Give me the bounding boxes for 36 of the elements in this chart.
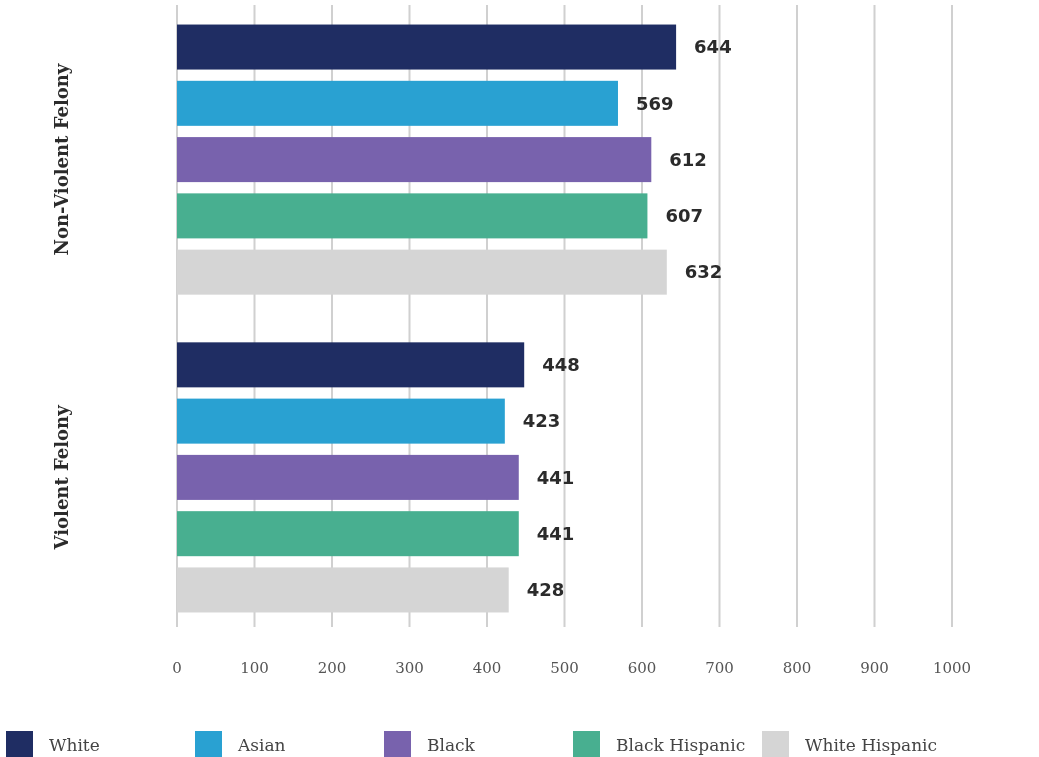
legend-label: White Hispanic bbox=[805, 734, 938, 755]
bar bbox=[177, 137, 652, 183]
legend-label: Asian bbox=[237, 734, 286, 755]
bar bbox=[177, 511, 519, 557]
x-tick-label: 900 bbox=[860, 659, 889, 678]
y-tick-label: Non-Violent Felony bbox=[51, 63, 72, 256]
x-tick-label: 400 bbox=[472, 659, 502, 678]
bar bbox=[177, 454, 519, 500]
bar bbox=[177, 24, 677, 70]
bar bbox=[177, 193, 648, 239]
y-tick-label: Violent Felony bbox=[51, 404, 72, 551]
data-label: 441 bbox=[536, 466, 575, 488]
data-label: 423 bbox=[522, 410, 561, 432]
x-tick-label: 500 bbox=[550, 659, 579, 678]
x-tick-label: 800 bbox=[782, 659, 812, 678]
x-tick-label: 0 bbox=[172, 659, 182, 678]
legend-label: Black Hispanic bbox=[616, 734, 746, 755]
data-label: 448 bbox=[542, 354, 580, 376]
x-tick-label: 100 bbox=[240, 659, 269, 678]
data-label: 428 bbox=[526, 579, 565, 601]
bar bbox=[177, 342, 525, 388]
x-tick-label: 600 bbox=[627, 659, 657, 678]
data-label: 607 bbox=[665, 205, 703, 227]
x-tick-label: 200 bbox=[317, 659, 347, 678]
x-tick-label: 300 bbox=[395, 659, 424, 678]
data-label: 441 bbox=[536, 522, 575, 544]
x-tick-label: 1000 bbox=[932, 659, 972, 678]
legend-label: Black bbox=[427, 734, 476, 755]
bar bbox=[177, 80, 618, 126]
data-label: 644 bbox=[694, 36, 732, 58]
data-label: 632 bbox=[684, 261, 723, 283]
bar bbox=[177, 398, 505, 444]
data-label: 569 bbox=[635, 92, 674, 114]
legend-label: White bbox=[49, 734, 100, 755]
x-tick-label: 700 bbox=[705, 659, 734, 678]
data-label: 612 bbox=[669, 148, 707, 170]
